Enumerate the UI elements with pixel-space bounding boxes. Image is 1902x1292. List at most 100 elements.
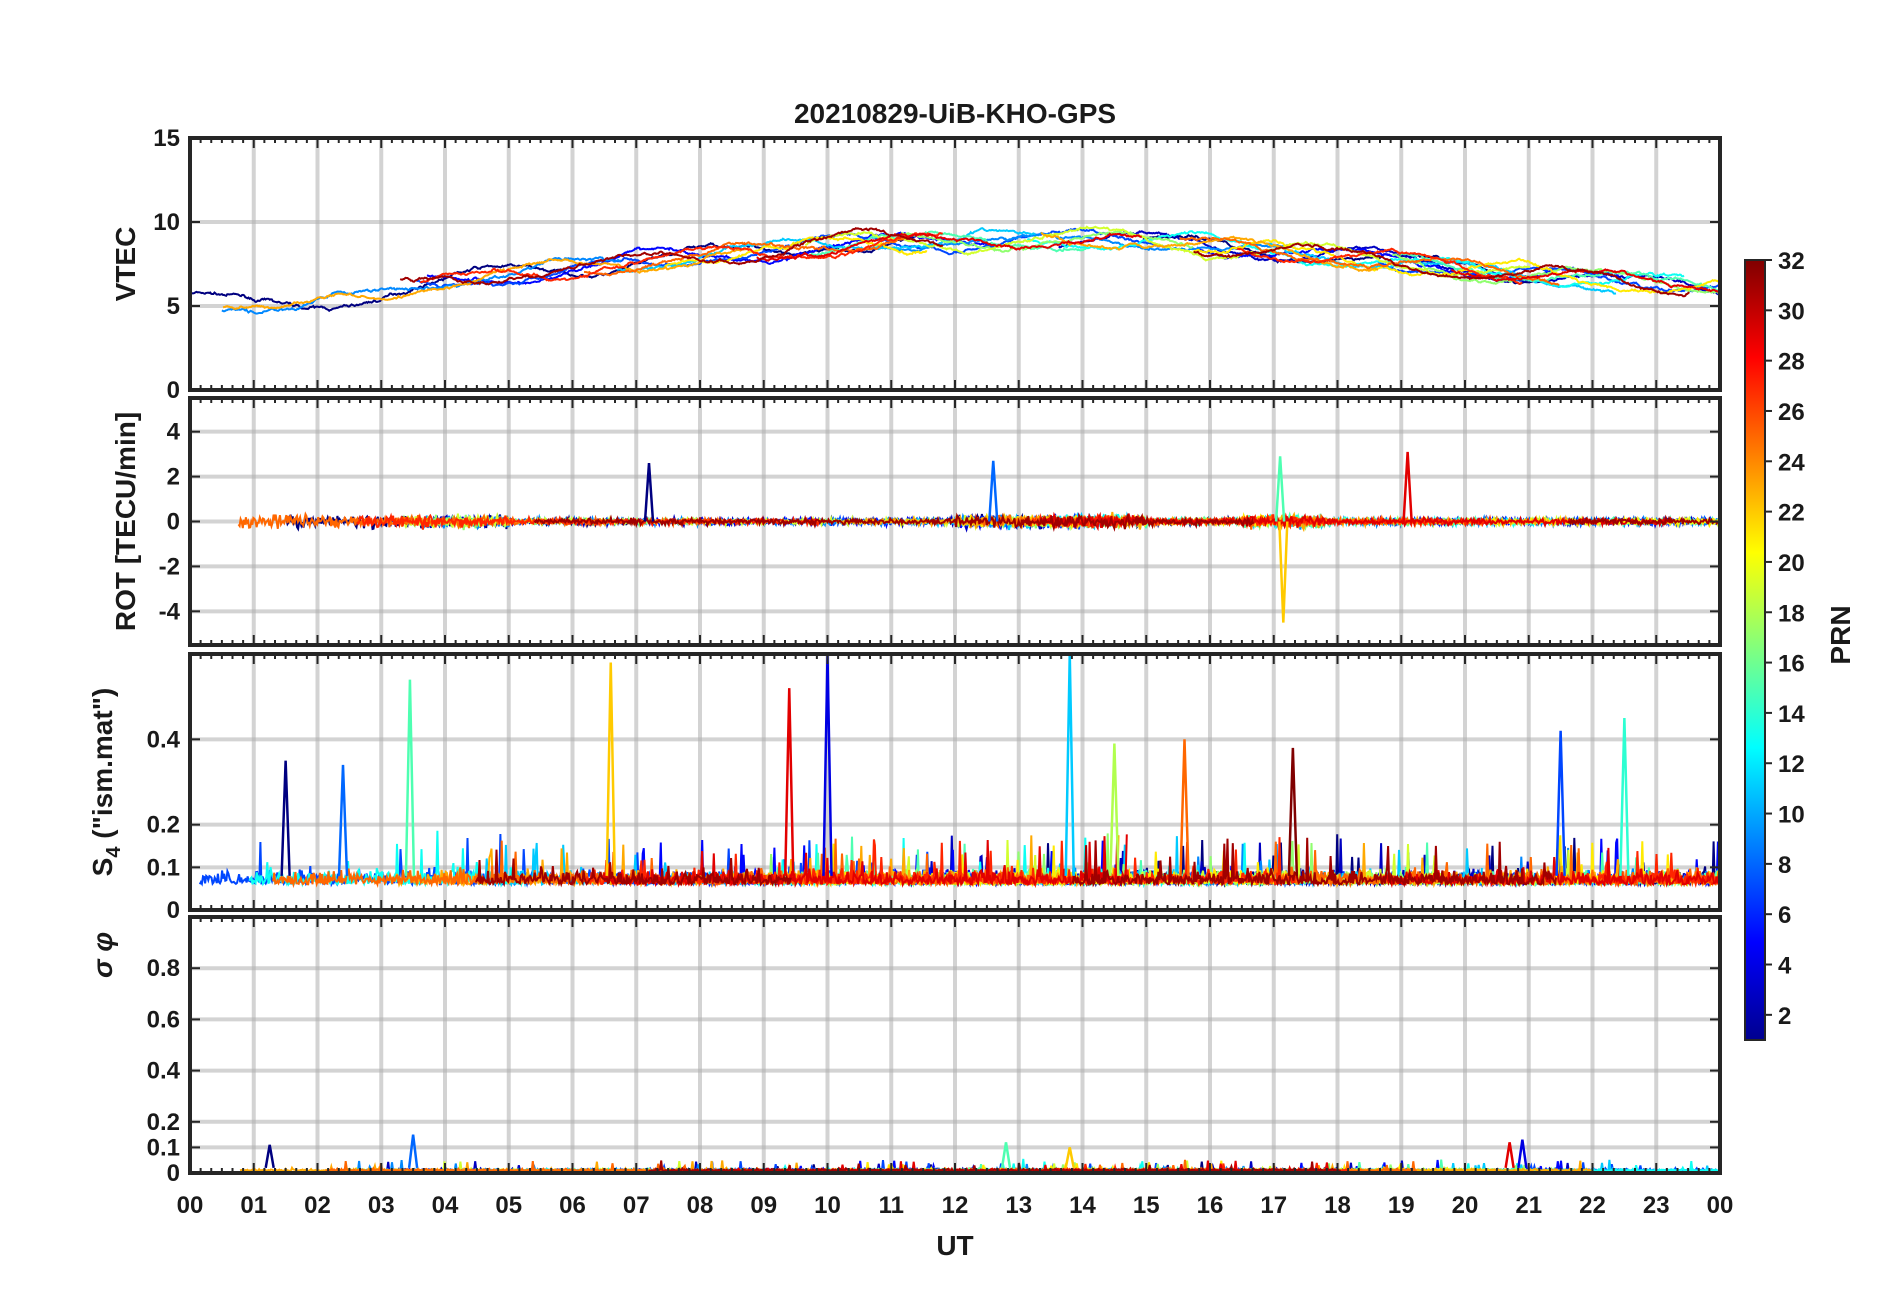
vtec-prn-line bbox=[756, 232, 1142, 262]
x-tick-label: 23 bbox=[1643, 1192, 1670, 1219]
rot-y-tick-label: -4 bbox=[159, 598, 181, 625]
x-tick-label: 17 bbox=[1260, 1192, 1287, 1219]
s4-spike-mark bbox=[337, 764, 349, 876]
s4-spike-mark bbox=[605, 662, 616, 876]
colorbar-tick-label: 20 bbox=[1778, 550, 1805, 577]
rot-spike-mark bbox=[1278, 521, 1289, 623]
x-tick-label: 07 bbox=[623, 1192, 650, 1219]
colorbar-gradient bbox=[1744, 259, 1766, 1041]
sigma_phi-y-tick-label: 0.6 bbox=[147, 1006, 180, 1033]
vtec-prn-line bbox=[583, 237, 905, 277]
x-tick-label: 18 bbox=[1324, 1192, 1351, 1219]
rot-prn-line bbox=[533, 512, 1255, 532]
colorbar-tick-label: 12 bbox=[1778, 751, 1805, 778]
s4-label-main: S bbox=[87, 858, 118, 877]
x-tick-label: 10 bbox=[814, 1192, 841, 1219]
colorbar-tick-label: 30 bbox=[1778, 298, 1805, 325]
colorbar-tick-label: 22 bbox=[1778, 500, 1805, 527]
s4-label-rest: ("ism.mat") bbox=[87, 688, 118, 847]
s4-label-sub: 4 bbox=[103, 846, 125, 858]
s4-spike-mark bbox=[404, 679, 416, 876]
x-tick-label: 01 bbox=[240, 1192, 267, 1219]
colorbar-label: PRN bbox=[1825, 605, 1856, 664]
vtec-prn-line bbox=[1237, 247, 1523, 285]
vtec-y-tick-label: 0 bbox=[167, 377, 180, 404]
x-tick-label: 09 bbox=[750, 1192, 777, 1219]
x-tick-label: 12 bbox=[942, 1192, 969, 1219]
rot-y-tick-label: 4 bbox=[167, 419, 181, 446]
vtec-prn-line bbox=[399, 227, 944, 286]
x-tick-label: 08 bbox=[687, 1192, 714, 1219]
rot-spike-mark bbox=[643, 463, 655, 522]
colorbar-tick-label: 16 bbox=[1778, 651, 1805, 678]
x-tick-label: 06 bbox=[559, 1192, 586, 1219]
s4-spike-mark bbox=[822, 654, 833, 876]
x-tick-label: 02 bbox=[304, 1192, 331, 1219]
sigma_phi-spike-mark bbox=[1504, 1142, 1515, 1169]
sigma_phi-y-tick-label: 0.4 bbox=[147, 1058, 181, 1085]
s4-y-tick-label: 0.4 bbox=[147, 726, 181, 753]
colorbar-tick-label: 2 bbox=[1778, 1003, 1791, 1030]
rot-y-axis-label: ROT [TECU/min] bbox=[110, 412, 141, 631]
vtec-prn-line bbox=[419, 232, 944, 284]
s4-spike-mark bbox=[1179, 739, 1190, 876]
x-tick-label: 05 bbox=[495, 1192, 522, 1219]
rot-y-tick-label: 2 bbox=[167, 464, 180, 491]
x-tick-label: 03 bbox=[368, 1192, 395, 1219]
x-tick-label: 00 bbox=[1707, 1192, 1734, 1219]
rot-series-group bbox=[237, 451, 1720, 623]
vtec-prn-line bbox=[1193, 242, 1690, 298]
colorbar-tick-label: 8 bbox=[1778, 852, 1791, 879]
vtec-series-group bbox=[190, 225, 1720, 315]
sigma_phi-spike-mark bbox=[264, 1144, 275, 1169]
sigma_phi-series-group bbox=[239, 1134, 1720, 1173]
sigma_phi-spike-mark bbox=[1064, 1147, 1075, 1169]
rot-spike-mark bbox=[988, 460, 999, 522]
sigma_phi-spike-mark bbox=[1000, 1142, 1012, 1169]
sigma_phi-y-tick-label: 0.1 bbox=[147, 1134, 180, 1161]
x-tick-label: 19 bbox=[1388, 1192, 1415, 1219]
x-tick-label: 00 bbox=[177, 1192, 204, 1219]
vtec-prn-line bbox=[1265, 242, 1617, 295]
colorbar-tick-label: 24 bbox=[1778, 449, 1805, 476]
s4-spike-mark bbox=[1555, 730, 1566, 876]
vtec-y-tick-label: 10 bbox=[153, 209, 180, 236]
vtec-y-tick-label: 15 bbox=[153, 125, 180, 152]
x-tick-label: 11 bbox=[879, 1192, 904, 1219]
s4-spike-mark bbox=[1619, 717, 1630, 876]
colorbar-tick-label: 6 bbox=[1778, 902, 1791, 929]
s4-prn-line bbox=[475, 849, 792, 888]
vtec-prn-line bbox=[190, 235, 916, 313]
chart-title: 20210829-UiB-KHO-GPS bbox=[794, 98, 1116, 129]
vtec-prn-line bbox=[221, 256, 622, 315]
s4-series-group bbox=[198, 654, 1720, 889]
vtec-y-axis-label: VTEC bbox=[110, 227, 141, 302]
s4-spike-mark bbox=[784, 688, 795, 876]
x-tick-label: 16 bbox=[1197, 1192, 1224, 1219]
s4-y-tick-label: 0 bbox=[167, 897, 180, 924]
s4-y-axis-label: S4 ("ism.mat") bbox=[87, 688, 125, 877]
sigma-phi-y-axis-label: σ φ bbox=[87, 932, 118, 978]
vtec-prn-line bbox=[222, 247, 751, 311]
s4-spike-mark bbox=[1064, 654, 1075, 876]
x-tick-label: 20 bbox=[1452, 1192, 1479, 1219]
vtec-prn-line bbox=[1179, 236, 1560, 286]
x-tick-label: 04 bbox=[432, 1192, 459, 1219]
rot-y-tick-label: 0 bbox=[167, 509, 180, 536]
vtec-y-tick-label: 5 bbox=[167, 293, 180, 320]
s4-y-tick-label: 0.2 bbox=[147, 812, 180, 839]
x-axis-label: UT bbox=[936, 1230, 973, 1261]
s4-spike-mark bbox=[280, 760, 291, 876]
s4-spike-mark bbox=[1287, 747, 1299, 876]
sigma_phi-spike-mark bbox=[407, 1134, 419, 1169]
colorbar-tick-label: 18 bbox=[1778, 600, 1805, 627]
sigma_phi-spike-mark bbox=[1517, 1139, 1528, 1169]
rot-prn-line bbox=[1567, 514, 1720, 527]
s4-spike-mark bbox=[1109, 743, 1120, 876]
rot-spike-mark bbox=[1402, 451, 1413, 522]
colorbar-tick-label: 26 bbox=[1778, 399, 1805, 426]
colorbar-tick-label: 32 bbox=[1778, 248, 1805, 275]
colorbar-tick-label: 4 bbox=[1778, 953, 1792, 980]
